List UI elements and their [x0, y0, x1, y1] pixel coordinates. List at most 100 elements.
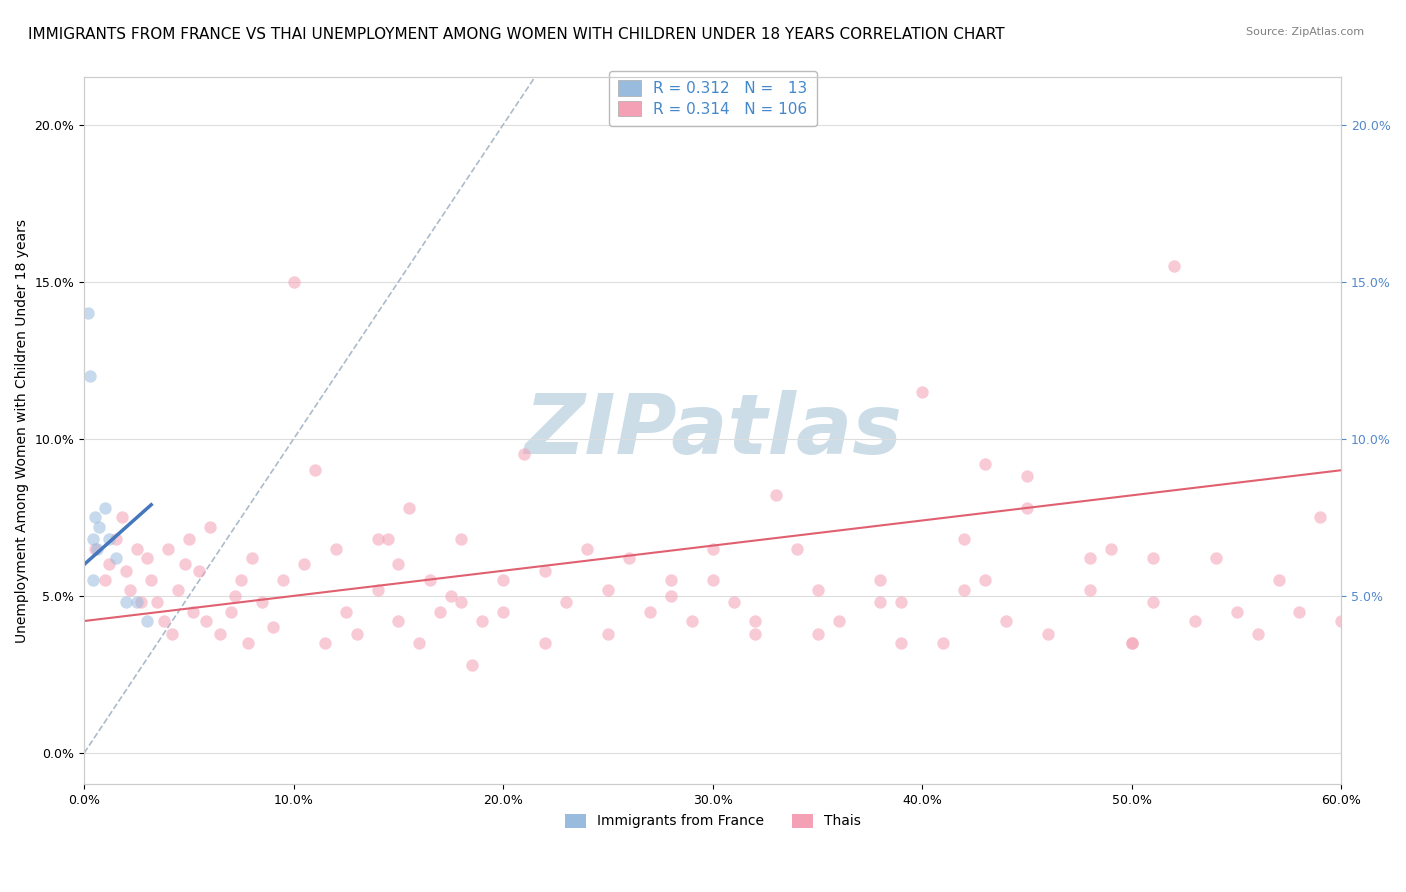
Point: [1184, 614, 1206, 628]
Point: [702, 573, 724, 587]
Point: [1205, 551, 1227, 566]
Point: [387, 558, 409, 572]
Point: [827, 614, 849, 628]
Point: [77, 306, 100, 320]
Point: [94, 500, 117, 515]
Point: [1099, 541, 1122, 556]
Point: [104, 533, 127, 547]
Point: [141, 573, 163, 587]
Point: [136, 551, 159, 566]
Point: [86, 541, 108, 556]
Point: [82, 573, 104, 587]
Point: [283, 275, 305, 289]
Point: [1267, 573, 1289, 587]
Point: [723, 595, 745, 609]
Point: [377, 533, 399, 547]
Point: [83, 510, 105, 524]
Point: [125, 541, 148, 556]
Point: [806, 626, 828, 640]
Point: [335, 605, 357, 619]
Point: [890, 636, 912, 650]
Point: [596, 626, 619, 640]
Point: [1078, 551, 1101, 566]
Point: [224, 589, 246, 603]
Point: [177, 533, 200, 547]
Point: [911, 384, 934, 399]
Point: [1017, 500, 1039, 515]
Point: [471, 614, 494, 628]
Point: [1288, 605, 1310, 619]
Point: [240, 551, 263, 566]
Point: [160, 626, 183, 640]
Point: [1163, 259, 1185, 273]
Point: [534, 564, 557, 578]
Point: [271, 573, 294, 587]
Point: [869, 595, 891, 609]
Point: [617, 551, 640, 566]
Point: [869, 573, 891, 587]
Point: [79, 368, 101, 383]
Point: [555, 595, 578, 609]
Point: [82, 533, 104, 547]
Point: [492, 573, 515, 587]
Legend: Immigrants from France, Thais: Immigrants from France, Thais: [560, 808, 866, 834]
Point: [115, 595, 138, 609]
Text: IMMIGRANTS FROM FRANCE VS THAI UNEMPLOYMENT AMONG WOMEN WITH CHILDREN UNDER 18 Y: IMMIGRANTS FROM FRANCE VS THAI UNEMPLOYM…: [28, 27, 1005, 42]
Point: [576, 541, 599, 556]
Text: Source: ZipAtlas.com: Source: ZipAtlas.com: [1246, 27, 1364, 37]
Point: [146, 595, 169, 609]
Point: [115, 564, 138, 578]
Point: [995, 614, 1018, 628]
Point: [596, 582, 619, 597]
Point: [173, 558, 195, 572]
Point: [461, 658, 484, 673]
Point: [429, 605, 451, 619]
Point: [806, 582, 828, 597]
Point: [98, 558, 121, 572]
Y-axis label: Unemployment Among Women with Children Under 18 years: Unemployment Among Women with Children U…: [15, 219, 30, 643]
Point: [167, 582, 190, 597]
Point: [744, 614, 766, 628]
Point: [325, 541, 347, 556]
Point: [120, 582, 142, 597]
Point: [1330, 614, 1353, 628]
Point: [136, 614, 159, 628]
Point: [450, 595, 472, 609]
Point: [209, 626, 232, 640]
Point: [1017, 469, 1039, 483]
Point: [440, 589, 463, 603]
Point: [219, 605, 242, 619]
Point: [98, 533, 121, 547]
Point: [890, 595, 912, 609]
Point: [450, 533, 472, 547]
Point: [111, 510, 134, 524]
Point: [513, 448, 536, 462]
Point: [953, 533, 976, 547]
Point: [765, 488, 787, 502]
Point: [314, 636, 336, 650]
Point: [94, 573, 117, 587]
Point: [181, 605, 204, 619]
Point: [346, 626, 368, 640]
Text: ZIPatlas: ZIPatlas: [524, 391, 901, 471]
Point: [492, 605, 515, 619]
Point: [292, 558, 315, 572]
Point: [932, 636, 955, 650]
Point: [1142, 595, 1164, 609]
Point: [156, 541, 179, 556]
Point: [702, 541, 724, 556]
Point: [974, 457, 997, 471]
Point: [744, 626, 766, 640]
Point: [83, 541, 105, 556]
Point: [659, 573, 682, 587]
Point: [1309, 510, 1331, 524]
Point: [367, 533, 389, 547]
Point: [1121, 636, 1143, 650]
Point: [1121, 636, 1143, 650]
Point: [1226, 605, 1249, 619]
Point: [786, 541, 808, 556]
Point: [387, 614, 409, 628]
Point: [534, 636, 557, 650]
Point: [419, 573, 441, 587]
Point: [681, 614, 703, 628]
